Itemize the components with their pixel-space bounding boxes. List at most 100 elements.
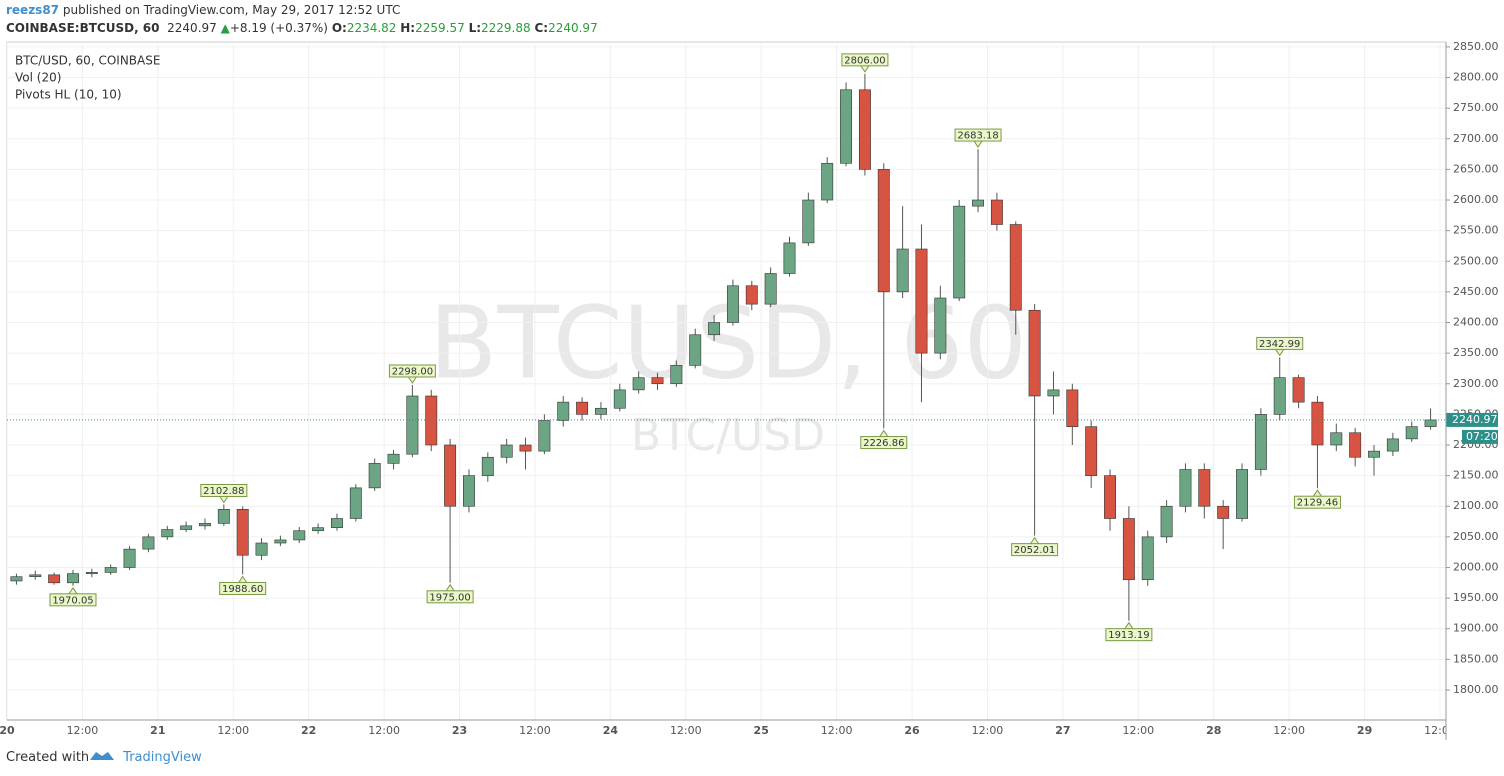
y-tick-label: 2550.00 (1453, 224, 1499, 237)
y-tick-label: 2000.00 (1453, 560, 1499, 573)
y-tick-label: 1800.00 (1453, 683, 1499, 696)
candle-body (934, 297, 947, 354)
header-quote: COINBASE:BTCUSD, 60 2240.97 ▲+8.19 (+0.3… (6, 21, 598, 35)
x-tick-label: 22 (301, 724, 316, 737)
high: 2259.57 (415, 21, 465, 35)
candle-body (1141, 536, 1154, 581)
candle-body (1085, 426, 1098, 476)
pivot-box (954, 128, 1002, 142)
y-tick-label: 2800.00 (1453, 71, 1499, 84)
y-tick-label: 2400.00 (1453, 316, 1499, 329)
pivot-pointer (973, 140, 983, 148)
pivot-pointer (1030, 536, 1040, 544)
candle-body (1066, 389, 1079, 427)
symbol: COINBASE:BTCUSD, 60 (6, 21, 160, 35)
up-arrow: ▲ (220, 21, 230, 35)
candle-body (519, 444, 532, 452)
y-tick-label: 2850.00 (1453, 40, 1499, 53)
y-tick-label: 2500.00 (1453, 254, 1499, 267)
x-tick-label: 12:00 (1273, 724, 1305, 737)
pivot-label: 2052.01 (1014, 545, 1055, 556)
y-tick-label: 2750.00 (1453, 101, 1499, 114)
candle-body (689, 334, 702, 366)
candle-body (123, 548, 136, 568)
close: 2240.97 (548, 21, 598, 35)
candle-body (1311, 401, 1324, 446)
candle-body (1047, 389, 1060, 397)
candle-body (1405, 426, 1418, 440)
candle-body (199, 523, 211, 527)
x-tick-label: 12:00 (67, 724, 99, 737)
candle-body (1349, 432, 1362, 458)
x-tick-label: 12:00 (1424, 724, 1456, 737)
candle-body (349, 487, 362, 519)
brand[interactable]: TradingView (123, 750, 202, 765)
candle-body (48, 574, 61, 584)
header-line: reezs87 published on TradingView.com, Ma… (6, 3, 400, 17)
candle-body (368, 463, 381, 489)
c-label: C: (534, 21, 549, 35)
candle-body (1236, 469, 1248, 519)
pivot-label: 2129.46 (1297, 498, 1338, 509)
x-tick-label: 12:00 (519, 724, 551, 737)
pivot-pointer (407, 376, 417, 384)
candle-body (953, 205, 966, 299)
countdown-box (1462, 429, 1498, 444)
x-tick-label: 21 (150, 724, 165, 737)
candle-body (802, 199, 815, 244)
legend-item: BTC/USD, 60, COINBASE (15, 54, 160, 68)
candle-body (972, 199, 985, 207)
x-tick-label: 25 (754, 724, 769, 737)
y-tick-label: 2050.00 (1453, 530, 1499, 543)
pivot-box (1293, 495, 1341, 509)
candle-body (67, 573, 79, 584)
pivot-box (219, 581, 267, 595)
pivot-label: 2298.00 (392, 366, 433, 377)
y-tick-label: 2150.00 (1453, 469, 1499, 482)
pivot-pointer (1313, 489, 1322, 497)
candle-body (1292, 377, 1305, 403)
candle-body (613, 389, 626, 409)
pivot-box (1256, 336, 1304, 350)
candle-body (990, 199, 1003, 225)
pivot-box (841, 53, 889, 67)
legend-item: Pivots HL (10, 10) (15, 88, 122, 102)
candle-body (557, 401, 570, 421)
logo (90, 752, 114, 760)
last-price-label: 2240.97 (1452, 413, 1498, 426)
h-label: H: (400, 21, 416, 35)
candle-body (425, 395, 438, 446)
pivot-box (426, 590, 474, 604)
candle-body (1217, 505, 1230, 519)
candle-body (236, 509, 249, 556)
candle-body (180, 525, 193, 530)
candle-body (312, 527, 325, 532)
candle-body (85, 572, 98, 574)
open: 2234.82 (346, 21, 397, 35)
pivot-pointer (1124, 621, 1134, 629)
x-tick-label: 24 (603, 724, 619, 737)
change: +8.19 (+0.37%) (229, 21, 328, 35)
pivot-label: 2806.00 (844, 55, 885, 66)
user[interactable]: reezs87 (6, 3, 60, 17)
pivot-label: 1988.60 (222, 584, 263, 595)
y-tick-label: 2650.00 (1453, 162, 1499, 175)
candle-body (1330, 432, 1343, 446)
x-tick-label: 28 (1206, 724, 1221, 737)
candle-body (576, 401, 589, 415)
candle-body (217, 509, 230, 524)
candle-body (632, 377, 645, 391)
candle-body (293, 530, 306, 541)
candle-body (29, 574, 42, 577)
candle-body (745, 285, 758, 305)
candle-body (877, 169, 890, 293)
pivot-label: 2102.88 (203, 486, 244, 497)
y-tick-label: 1900.00 (1453, 622, 1499, 635)
pivot-label: 2226.86 (863, 438, 904, 449)
candle-body (104, 567, 117, 573)
y-tick-label: 2600.00 (1453, 193, 1499, 206)
low: 2229.88 (481, 21, 531, 35)
pivot-label: 2342.99 (1259, 339, 1300, 350)
candle-body (858, 89, 871, 170)
